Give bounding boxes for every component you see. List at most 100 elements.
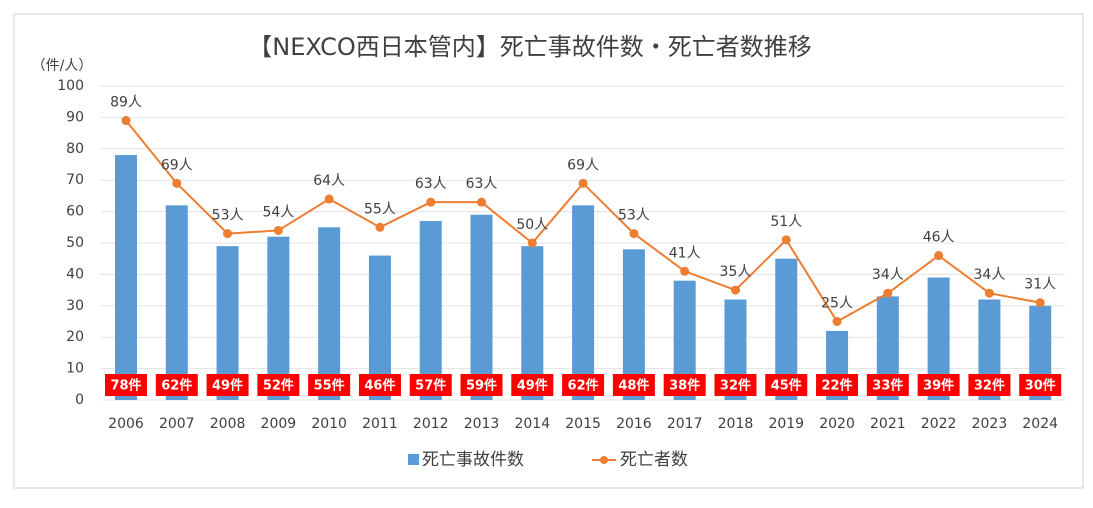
line-value-label: 89人 (110, 95, 142, 111)
line-value-label: 35人 (720, 264, 752, 280)
bar-value-label: 49件 (517, 378, 548, 394)
line-value-label: 55人 (364, 201, 396, 217)
line-value-label: 69人 (161, 157, 193, 173)
bar-label-box (663, 374, 706, 396)
x-tick-label: 2012 (413, 416, 449, 432)
line-marker (477, 197, 487, 207)
x-tick-label: 2023 (972, 416, 1008, 432)
bar (318, 227, 341, 400)
line-value-label: 34人 (872, 267, 904, 283)
bar-label-box (206, 374, 249, 396)
line-marker (832, 317, 842, 326)
bar (419, 221, 442, 400)
line-marker (680, 266, 690, 276)
bar-value-label: 55件 (314, 378, 345, 394)
bar-label-box (562, 374, 605, 396)
bar-label-box (816, 374, 859, 396)
bar-value-label: 46件 (364, 378, 395, 394)
bar (216, 246, 239, 400)
legend-swatch-marker (600, 456, 608, 464)
x-tick-label: 2008 (210, 416, 246, 432)
bar (267, 236, 290, 400)
bar-label-box (460, 374, 503, 396)
bar (775, 258, 798, 400)
bar-label-box (714, 374, 757, 396)
x-tick-label: 2007 (159, 416, 195, 432)
x-tick-label: 2018 (718, 416, 754, 432)
line-value-label: 31人 (1024, 277, 1056, 293)
bar-value-label: 78件 (110, 378, 141, 394)
bar (622, 249, 645, 400)
bar-label-box (1019, 374, 1062, 396)
bar-label-box (155, 374, 198, 396)
y-tick-label: 20 (66, 329, 84, 345)
line-value-label: 54人 (262, 204, 294, 220)
x-tick-label: 2013 (464, 416, 500, 432)
line-marker (121, 116, 131, 126)
legend-label: 死亡事故件数 (422, 450, 524, 470)
x-tick-label: 2019 (768, 416, 804, 432)
legend-label: 死亡者数 (620, 450, 688, 470)
bar (521, 246, 544, 400)
bar-value-label: 30件 (1025, 378, 1056, 394)
line-value-label: 46人 (923, 230, 955, 246)
x-tick-label: 2024 (1022, 416, 1058, 432)
line-marker (324, 194, 334, 204)
line-marker (375, 222, 385, 232)
bar-value-label: 39件 (923, 378, 954, 394)
y-axis-label: （件/人） (32, 58, 93, 74)
y-tick-label: 80 (66, 141, 84, 157)
bar (165, 205, 188, 400)
line-value-label: 63人 (415, 176, 447, 192)
x-tick-label: 2017 (667, 416, 703, 432)
line-marker (527, 238, 537, 248)
line-marker (426, 197, 436, 207)
line-marker (172, 178, 182, 188)
line-marker (984, 288, 994, 298)
bar-value-label: 45件 (771, 378, 802, 394)
line-value-label: 53人 (618, 208, 650, 224)
line-marker (1035, 298, 1045, 308)
bar-value-label: 52件 (263, 378, 294, 394)
line-value-label: 53人 (212, 208, 244, 224)
y-tick-label: 10 (66, 361, 84, 377)
bar-value-label: 32件 (974, 378, 1005, 394)
bar-label-box (104, 374, 147, 396)
x-tick-label: 2006 (108, 416, 144, 432)
line-marker (883, 288, 893, 298)
chart-title: 【NEXCO西日本管内】死亡事故件数・死亡者数推移 (248, 33, 811, 61)
line-marker (629, 229, 639, 239)
line-marker (934, 251, 944, 261)
y-tick-label: 50 (66, 235, 84, 251)
bar (114, 155, 137, 400)
line-value-label: 69人 (567, 157, 599, 173)
bar (470, 214, 493, 400)
line-marker (273, 225, 283, 235)
y-tick-label: 70 (66, 172, 84, 188)
x-tick-label: 2010 (311, 416, 347, 432)
bar-value-label: 38件 (669, 378, 700, 394)
bar (673, 280, 696, 400)
line-value-label: 41人 (669, 245, 701, 261)
bar-value-label: 57件 (415, 378, 446, 394)
y-tick-label: 100 (57, 78, 84, 94)
bar-value-label: 33件 (872, 378, 903, 394)
line-value-label: 34人 (974, 267, 1006, 283)
x-tick-label: 2011 (362, 416, 398, 432)
bar-label-box (409, 374, 452, 396)
bar-label-box (358, 374, 401, 396)
bar-value-label: 32件 (720, 378, 751, 394)
bar-label-box (866, 374, 909, 396)
line-marker (781, 235, 791, 245)
legend-swatch (408, 454, 419, 465)
bar-value-label: 48件 (618, 378, 649, 394)
bar-label-box (917, 374, 960, 396)
bar-value-label: 59件 (466, 378, 497, 394)
bar-value-label: 22件 (822, 378, 853, 394)
bar-label-box (765, 374, 808, 396)
bar-label-box (511, 374, 554, 396)
line-value-label: 63人 (466, 176, 498, 192)
bar-value-label: 49件 (212, 378, 243, 394)
line-value-label: 51人 (770, 214, 802, 230)
